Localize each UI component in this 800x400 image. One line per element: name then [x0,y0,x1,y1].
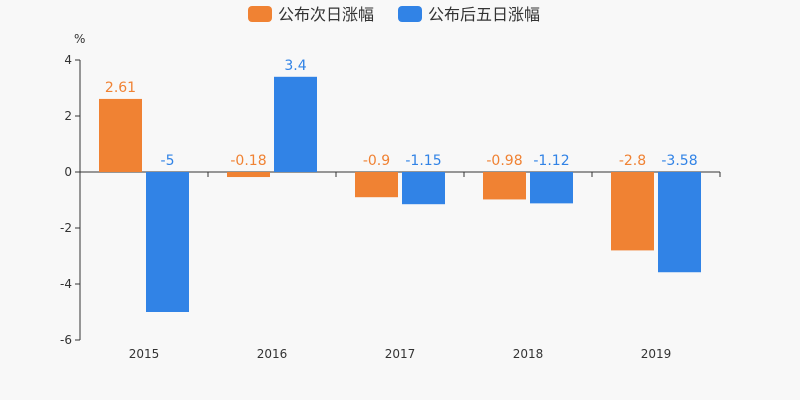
x-tick-label: 2019 [641,347,672,361]
data-label-series-2-2019: -3.58 [661,153,697,169]
y-tick-label: -2 [60,221,72,235]
legend-label-series-1: 公布次日涨幅 [278,5,374,24]
legend-label-series-2: 公布后五日涨幅 [428,5,540,24]
data-label-series-1-2019: -2.8 [619,153,646,169]
legend-swatch-series-2 [398,6,422,22]
data-labels: 2.61 -0.18 -0.9 -0.98 -2.8 -5 3.4 -1.15 -1.12 -3.… [105,58,698,169]
y-tick-label: -4 [60,277,72,291]
bar-series-1-2017 [355,172,398,198]
y-tick-label: 2 [64,109,72,123]
bar-series-1-2015 [99,98,142,172]
bar-series-2-2016 [274,76,317,172]
data-label-series-1-2016: -0.18 [230,153,266,169]
data-label-series-2-2016: 3.4 [284,58,306,74]
x-tick-label: 2017 [385,347,416,361]
data-label-series-1-2018: -0.98 [486,153,522,169]
x-tick-label: 2016 [257,347,288,361]
bar-series-1-2019 [611,172,654,251]
bars [99,76,701,312]
data-label-series-2-2018: -1.12 [533,153,569,169]
y-tick-label: 0 [64,165,72,179]
bar-series-2-2015 [146,172,189,312]
bar-series-1-2016 [227,172,270,178]
legend: 公布次日涨幅 公布后五日涨幅 [248,5,540,24]
bar-series-2-2019 [658,172,701,273]
bar-series-2-2018 [530,172,573,204]
data-label-series-1-2017: -0.9 [363,153,390,169]
x-tick-label: 2018 [513,347,544,361]
y-axis: 4 2 0 -2 -4 -6 [60,53,81,347]
legend-swatch-series-1 [248,6,272,22]
data-label-series-2-2017: -1.15 [405,153,441,169]
y-tick-label: -6 [60,333,72,347]
bar-series-2-2017 [402,172,445,205]
data-label-series-2-2015: -5 [161,153,175,169]
y-axis-unit: % [74,32,85,46]
bar-series-1-2018 [483,172,526,200]
data-label-series-1-2015: 2.61 [105,80,136,96]
y-tick-label: 4 [64,53,72,67]
x-tick-label: 2015 [129,347,160,361]
